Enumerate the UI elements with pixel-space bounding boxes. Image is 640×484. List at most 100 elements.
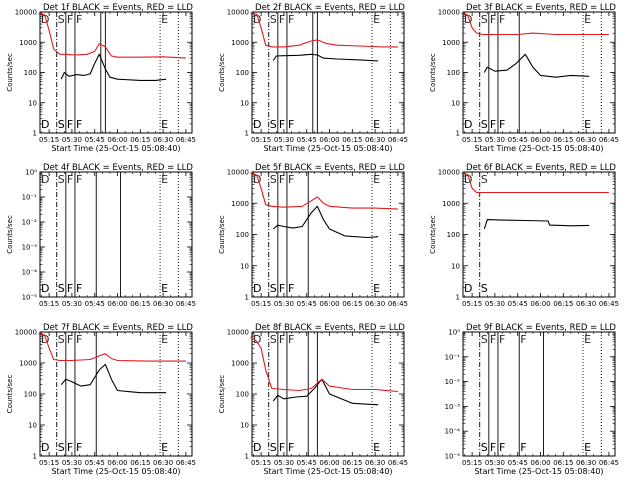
y-tick-label: 10⁻³ [445, 403, 461, 411]
x-tick-label: 05:45 [508, 136, 528, 144]
event-marker-label: F [76, 282, 82, 295]
x-tick-label: 05:15 [462, 136, 482, 144]
event-marker-label: F [520, 441, 526, 454]
x-tick-label: 06:30 [365, 300, 385, 308]
event-marker-label-top: S [270, 333, 277, 346]
x-tick-label: 06:45 [176, 300, 196, 308]
event-marker-label-top: D [41, 333, 49, 346]
event-marker-label: D [253, 282, 261, 295]
panel-title: Det 5f BLACK = Events, RED = LLD [255, 163, 405, 173]
panel-frame [462, 171, 616, 298]
x-tick-label: 06:30 [153, 136, 173, 144]
lld-series-line [250, 12, 398, 48]
y-tick-label: 1000 [442, 39, 460, 47]
x-tick-label: 05:30 [274, 459, 294, 467]
y-tick-label: 10 [28, 99, 37, 107]
event-marker-label-top: S [58, 333, 65, 346]
x-tick-label: 06:45 [599, 459, 619, 467]
event-marker-label: F [288, 282, 294, 295]
lld-series-line [250, 336, 398, 393]
event-marker-label: S [481, 282, 488, 295]
x-tick-label: 05:45 [508, 459, 528, 467]
event-marker-label: F [67, 282, 73, 295]
event-marker-label: F [76, 441, 82, 454]
x-axis-label: Start Time (25-Oct-15 05:08:40) [474, 467, 603, 476]
event-marker-label-top: F [76, 13, 82, 26]
y-tick-label: 10000 [15, 329, 37, 337]
y-tick-label: 1 [33, 453, 37, 461]
x-tick-label: 06:15 [342, 459, 362, 467]
x-tick-label: 05:45 [297, 136, 317, 144]
event-marker-label: D [41, 441, 49, 454]
x-tick-label: 06:00 [530, 300, 550, 308]
y-tick-label: 1000 [442, 200, 460, 208]
event-marker-label-top: F [288, 173, 294, 186]
panel-frame [251, 11, 405, 134]
panel-title: Det 6f BLACK = Events, RED = LLD [466, 163, 616, 173]
y-axis-label: Counts/sec [429, 215, 437, 254]
event-marker-label-top: D [253, 333, 261, 346]
panel-title: Det 2f BLACK = Events, RED = LLD [255, 3, 405, 13]
y-tick-label: 10⁻⁵ [445, 453, 461, 461]
event-marker-label: E [584, 118, 591, 131]
event-marker-label: S [270, 118, 277, 131]
y-tick-label: 1000 [231, 39, 249, 47]
x-tick-label: 06:30 [153, 300, 173, 308]
x-tick-label: 05:45 [297, 300, 317, 308]
event-marker-label-top: F [490, 13, 496, 26]
event-marker-label-top: S [481, 333, 488, 346]
event-marker-label-top: F [67, 333, 73, 346]
panel-frame [251, 331, 405, 457]
x-tick-label: 06:00 [107, 459, 127, 467]
y-tick-label: 10⁻¹ [22, 194, 38, 202]
panel-frame [39, 11, 193, 134]
x-tick-label: 06:45 [176, 136, 196, 144]
x-tick-label: 06:15 [342, 136, 362, 144]
panel-title: Det 1f BLACK = Events, RED = LLD [43, 3, 193, 13]
x-tick-label: 05:30 [485, 136, 505, 144]
y-tick-label: 10 [240, 422, 249, 430]
event-marker-label-top: F [279, 173, 285, 186]
chart-panel-7: Det 7f BLACK = Events, RED = LLD 1 10 100 10… [6, 323, 196, 476]
x-tick-label: 06:15 [553, 136, 573, 144]
event-marker-label: S [481, 118, 488, 131]
event-marker-label-top: E [161, 333, 168, 346]
event-marker-label-top: F [76, 173, 82, 186]
y-tick-label: 100 [447, 231, 460, 239]
panel-frame [462, 11, 616, 134]
event-marker-label: D [253, 441, 261, 454]
y-tick-label: 10 [451, 262, 460, 270]
y-tick-label: 10000 [227, 9, 249, 17]
event-marker-label: F [490, 118, 496, 131]
x-tick-label: 05:15 [251, 459, 271, 467]
y-tick-label: 100 [24, 391, 37, 399]
event-marker-label: F [76, 118, 82, 131]
y-tick-label: 100 [447, 69, 460, 77]
y-axis-label: Counts/sec [218, 215, 226, 254]
y-tick-label: 10000 [227, 329, 249, 337]
y-tick-label: 1000 [231, 200, 249, 208]
y-tick-label: 10000 [438, 9, 460, 17]
y-tick-label: 10⁰ [448, 329, 460, 337]
x-tick-label: 06:30 [365, 136, 385, 144]
panel-frame [251, 171, 405, 298]
x-tick-label: 05:30 [274, 136, 294, 144]
event-marker-label: F [67, 118, 73, 131]
lld-series-line [461, 12, 609, 36]
y-tick-label: 1000 [231, 360, 249, 368]
x-tick-label: 05:30 [485, 459, 505, 467]
event-marker-label: E [161, 118, 168, 131]
x-axis-label: Start Time (25-Oct-15 05:08:40) [474, 144, 603, 153]
y-axis-label: Counts/sec [218, 375, 226, 414]
y-tick-label: 100 [236, 69, 249, 77]
event-marker-label: F [279, 282, 285, 295]
panel-title: Det 3f BLACK = Events, RED = LLD [466, 3, 616, 13]
event-marker-label: F [279, 118, 285, 131]
event-marker-label-top: D [464, 173, 472, 186]
y-tick-label: 10 [240, 262, 249, 270]
x-tick-label: 06:45 [599, 300, 619, 308]
event-marker-label: S [481, 441, 488, 454]
y-tick-label: 10⁻⁴ [22, 269, 38, 277]
